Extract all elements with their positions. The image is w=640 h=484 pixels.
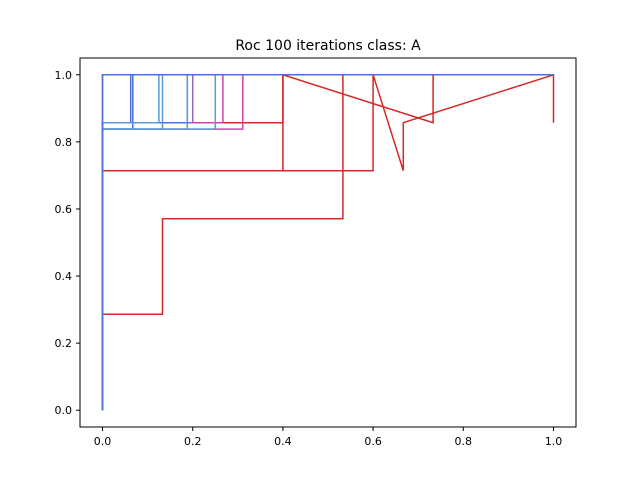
y-tick-label: 0.6 <box>55 203 73 216</box>
y-tick-label: 0.4 <box>55 270 73 283</box>
x-tick-label: 0.6 <box>364 435 382 448</box>
y-tick-label: 0.8 <box>55 136 73 149</box>
x-tick-label: 0.8 <box>455 435 473 448</box>
x-tick-label: 0.0 <box>94 435 112 448</box>
x-axis: 0.0 0.2 0.4 0.6 0.8 1.0 <box>94 427 562 448</box>
y-tick-label: 0.2 <box>55 337 73 350</box>
y-tick-label: 1.0 <box>55 69 73 82</box>
x-tick-label: 0.2 <box>184 435 202 448</box>
series-layer <box>101 73 555 411</box>
roc-series-16 <box>101 74 554 411</box>
y-axis: 0.0 0.2 0.4 0.6 0.8 1.0 <box>55 69 80 417</box>
axes-frame <box>79 57 577 428</box>
x-tick-label: 0.4 <box>274 435 292 448</box>
y-tick-label: 0.0 <box>55 404 73 417</box>
x-tick-label: 1.0 <box>545 435 563 448</box>
chart-title: Roc 100 iterations class: A <box>235 38 421 54</box>
